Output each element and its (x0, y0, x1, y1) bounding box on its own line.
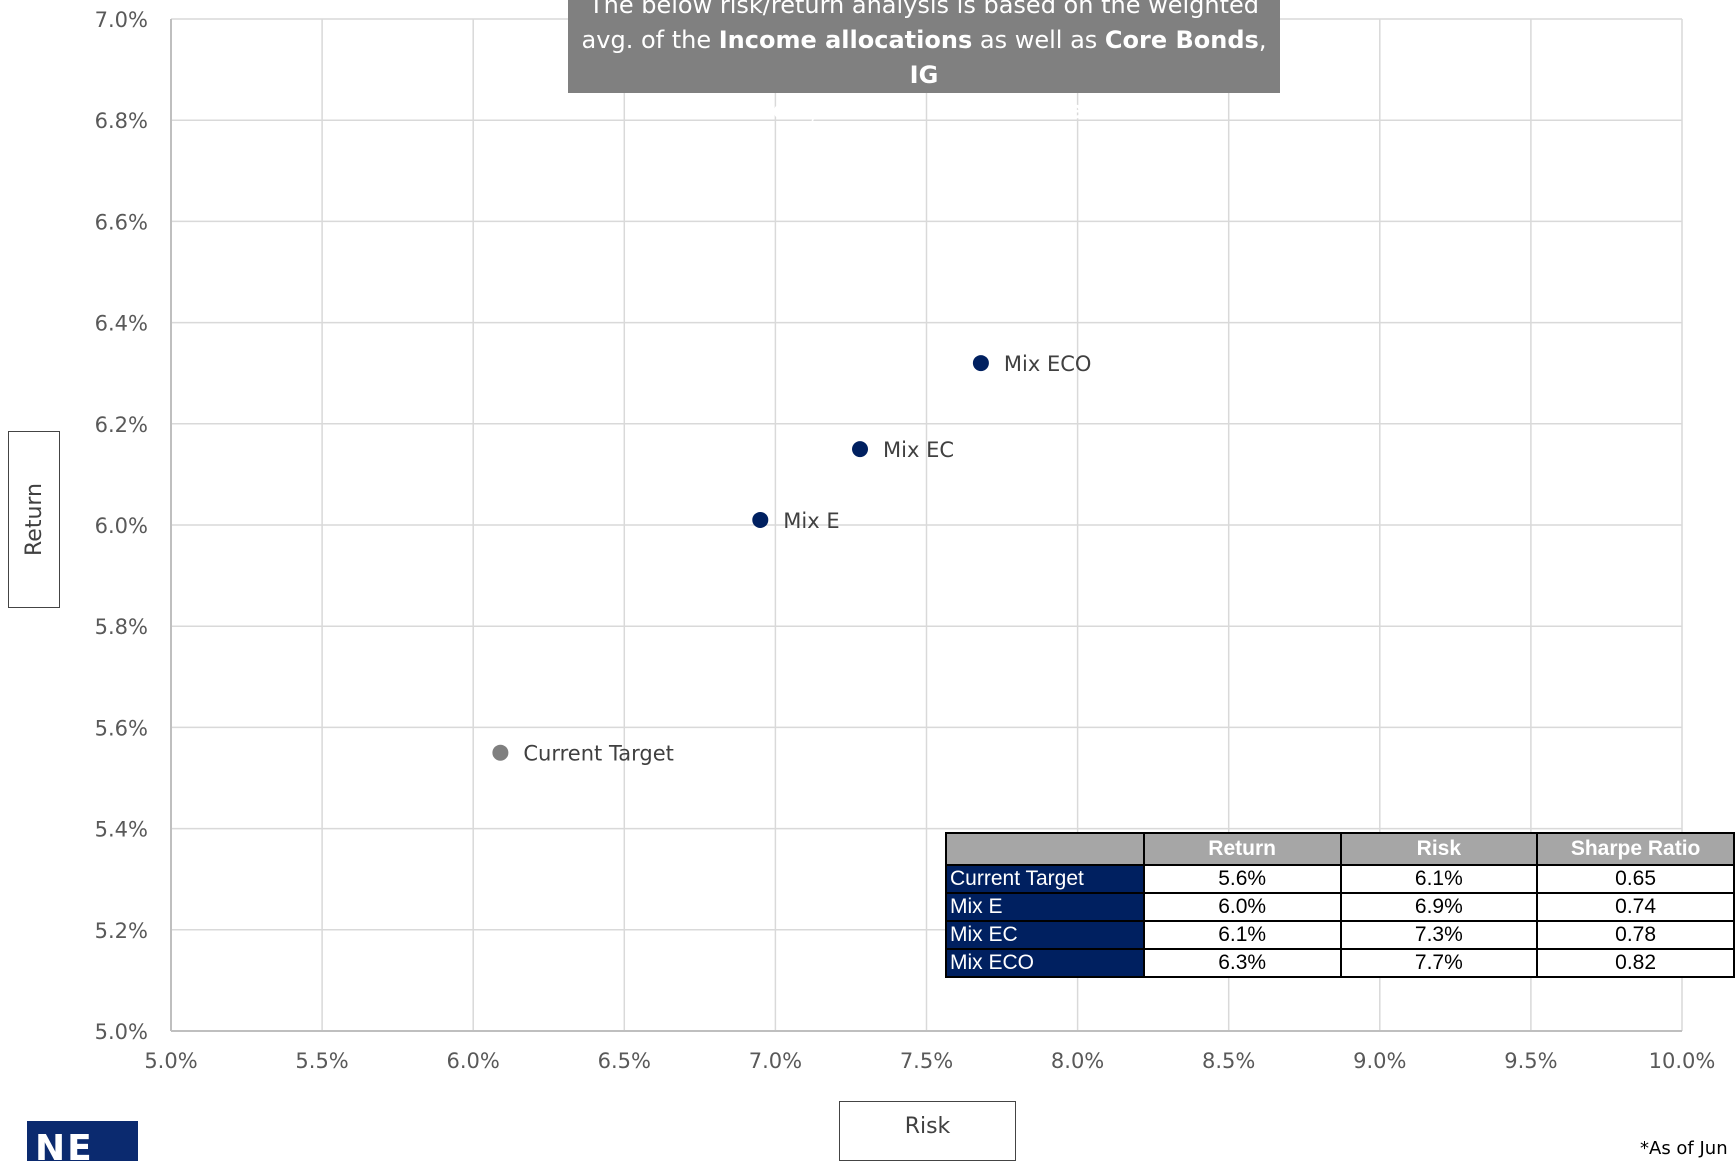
cell-sharpe: 0.65 (1536, 864, 1735, 894)
x-tick-label: 5.0% (144, 1049, 197, 1073)
note-line-1: The below risk/return analysis is based … (588, 0, 1260, 19)
table-header-row: Return Risk Sharpe Ratio (945, 832, 1735, 866)
table-header-return: Return (1142, 832, 1342, 866)
table-header-sharpe: Sharpe Ratio (1536, 832, 1735, 866)
x-tick-labels: 5.0% 5.5% 6.0% 6.5% 7.0% 7.5% 8.0% 8.5% 9.0% 9.5%… (144, 1049, 1715, 1073)
data-point (492, 744, 509, 761)
table-header-risk: Risk (1339, 832, 1539, 866)
cell-return: 6.3% (1142, 948, 1342, 978)
y-tick-labels: 5.0% 5.2% 5.4% 5.6% 5.8% 6.0% 6.2% 6.4% 6.6% 6.8%… (95, 8, 148, 1044)
data-point-label: Mix ECO (1004, 352, 1092, 376)
cell-risk: 6.1% (1339, 864, 1539, 894)
y-axis-title-box: Return (8, 431, 60, 608)
summary-table: Return Risk Sharpe Ratio Current Target … (945, 832, 1735, 978)
y-tick-label: 6.8% (95, 109, 148, 133)
row-label: Current Target (945, 864, 1145, 894)
x-tick-label: 7.0% (749, 1049, 802, 1073)
data-point-label: Mix E (783, 509, 839, 533)
y-tick-label: 6.4% (95, 312, 148, 336)
data-point (972, 355, 989, 372)
note-line-2: avg. of the Income allocations as well a… (581, 26, 1267, 89)
cell-sharpe: 0.74 (1536, 892, 1735, 922)
cell-sharpe: 0.82 (1536, 948, 1735, 978)
cell-return: 6.0% (1142, 892, 1342, 922)
x-axis-title-box: Risk (839, 1101, 1016, 1161)
cell-risk: 7.3% (1339, 920, 1539, 950)
x-tick-label: 9.5% (1504, 1049, 1557, 1073)
x-tick-label: 10.0% (1649, 1049, 1716, 1073)
y-tick-label: 5.8% (95, 615, 148, 639)
x-tick-label: 8.0% (1051, 1049, 1104, 1073)
y-tick-label: 6.0% (95, 514, 148, 538)
y-tick-label: 6.2% (95, 413, 148, 437)
data-point (852, 441, 869, 458)
x-tick-label: 6.0% (447, 1049, 500, 1073)
data-point-label: Current Target (523, 742, 674, 766)
cell-risk: 7.7% (1339, 948, 1539, 978)
x-tick-label: 9.0% (1353, 1049, 1406, 1073)
table-header-blank (945, 832, 1145, 866)
row-label: Mix ECO (945, 948, 1145, 978)
table-row: Mix E 6.0% 6.9% 0.74 (945, 892, 1735, 922)
row-label: Mix EC (945, 920, 1145, 950)
y-tick-label: 7.0% (95, 8, 148, 32)
y-tick-label: 6.6% (95, 210, 148, 234)
x-tick-label: 5.5% (295, 1049, 348, 1073)
note-line-3: Credit, and Securitized Credit (727, 96, 1121, 124)
data-point-label: Mix EC (883, 438, 954, 462)
y-tick-label: 5.6% (95, 716, 148, 740)
cell-return: 5.6% (1142, 864, 1342, 894)
y-tick-label: 5.2% (95, 919, 148, 943)
x-tick-label: 7.5% (900, 1049, 953, 1073)
cell-sharpe: 0.78 (1536, 920, 1735, 950)
y-tick-label: 5.4% (95, 818, 148, 842)
chart-point-labels: Current Target Mix E Mix EC Mix ECO (523, 352, 1091, 766)
row-label: Mix E (945, 892, 1145, 922)
company-logo: NE (27, 1121, 138, 1161)
x-axis-title: Risk (904, 1114, 951, 1139)
footnote: *As of Jun (1640, 1138, 1728, 1159)
table-row: Current Target 5.6% 6.1% 0.65 (945, 864, 1735, 894)
chart-grid (170, 18, 1683, 1032)
analysis-note-box: The below risk/return analysis is based … (568, 0, 1280, 124)
chart-points (492, 355, 989, 761)
cell-return: 6.1% (1142, 920, 1342, 950)
y-axis-title: Return (21, 482, 47, 557)
cell-risk: 6.9% (1339, 892, 1539, 922)
table-row: Mix ECO 6.3% 7.7% 0.82 (945, 948, 1735, 978)
table-row: Mix EC 6.1% 7.3% 0.78 (945, 920, 1735, 950)
x-tick-label: 8.5% (1202, 1049, 1255, 1073)
x-tick-label: 6.5% (598, 1049, 651, 1073)
data-point (752, 511, 769, 528)
y-tick-label: 5.0% (95, 1020, 148, 1044)
